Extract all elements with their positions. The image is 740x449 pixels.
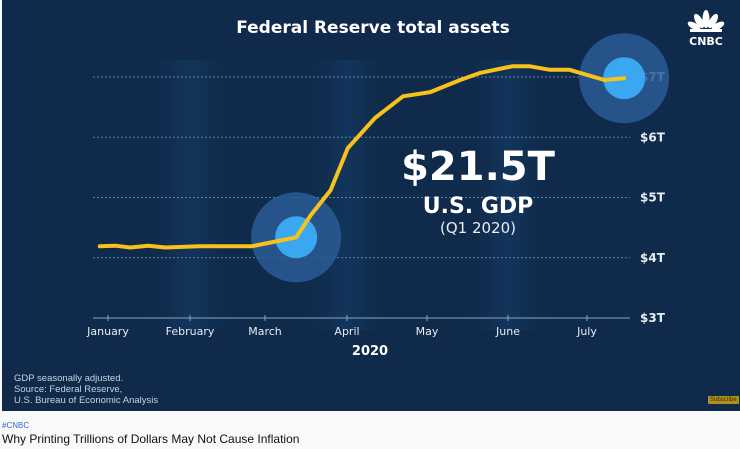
background-stripes [150, 60, 548, 330]
video-player[interactable]: Federal Reserve total assets $3T $4T $5T $6… [2, 0, 740, 411]
note-line: U.S. Bureau of Economic Analysis [14, 395, 159, 406]
x-axis-label: 2020 [352, 344, 388, 359]
video-title: Why Printing Trillions of Dollars May No… [2, 432, 300, 446]
chart-title: Federal Reserve total assets [236, 18, 510, 38]
y-tick-label: $4T [640, 251, 666, 265]
x-tick-label: May [416, 325, 439, 338]
month-stripe [307, 60, 387, 330]
x-tick-label: July [576, 325, 597, 338]
hashtag-link[interactable]: #CNBC [2, 421, 30, 430]
month-stripe [150, 60, 230, 330]
subscribe-button[interactable]: Subscribe [708, 396, 739, 404]
note-line: GDP seasonally adjusted. [14, 373, 124, 384]
series-line-fed-assets [97, 64, 627, 250]
x-tick-label: March [248, 325, 282, 338]
cnbc-logo-text: CNBC [689, 35, 723, 48]
y-tick-label: $5T [640, 191, 666, 205]
x-tick-label: January [86, 325, 129, 338]
cnbc-peacock-logo-icon: CNBC [687, 10, 725, 48]
gridlines [93, 76, 630, 319]
x-axis: January February March April May June July [86, 315, 597, 338]
x-tick-label: June [495, 325, 520, 338]
x-tick-label: February [166, 325, 215, 338]
gdp-period: (Q1 2020) [440, 219, 516, 237]
y-tick-label: $3T [640, 311, 666, 325]
month-stripe [468, 60, 548, 330]
note-line: Source: Federal Reserve, [14, 384, 123, 395]
gdp-callout: $21.5T U.S. GDP (Q1 2020) [401, 144, 556, 237]
gdp-value: $21.5T [401, 144, 556, 190]
x-tick-label: April [334, 325, 359, 338]
y-tick-label: $6T [640, 130, 666, 144]
source-note: GDP seasonally adjusted. Source: Federal… [14, 373, 158, 406]
gdp-label: U.S. GDP [423, 194, 534, 219]
chart: Federal Reserve total assets $3T $4T $5T $6… [86, 18, 670, 359]
